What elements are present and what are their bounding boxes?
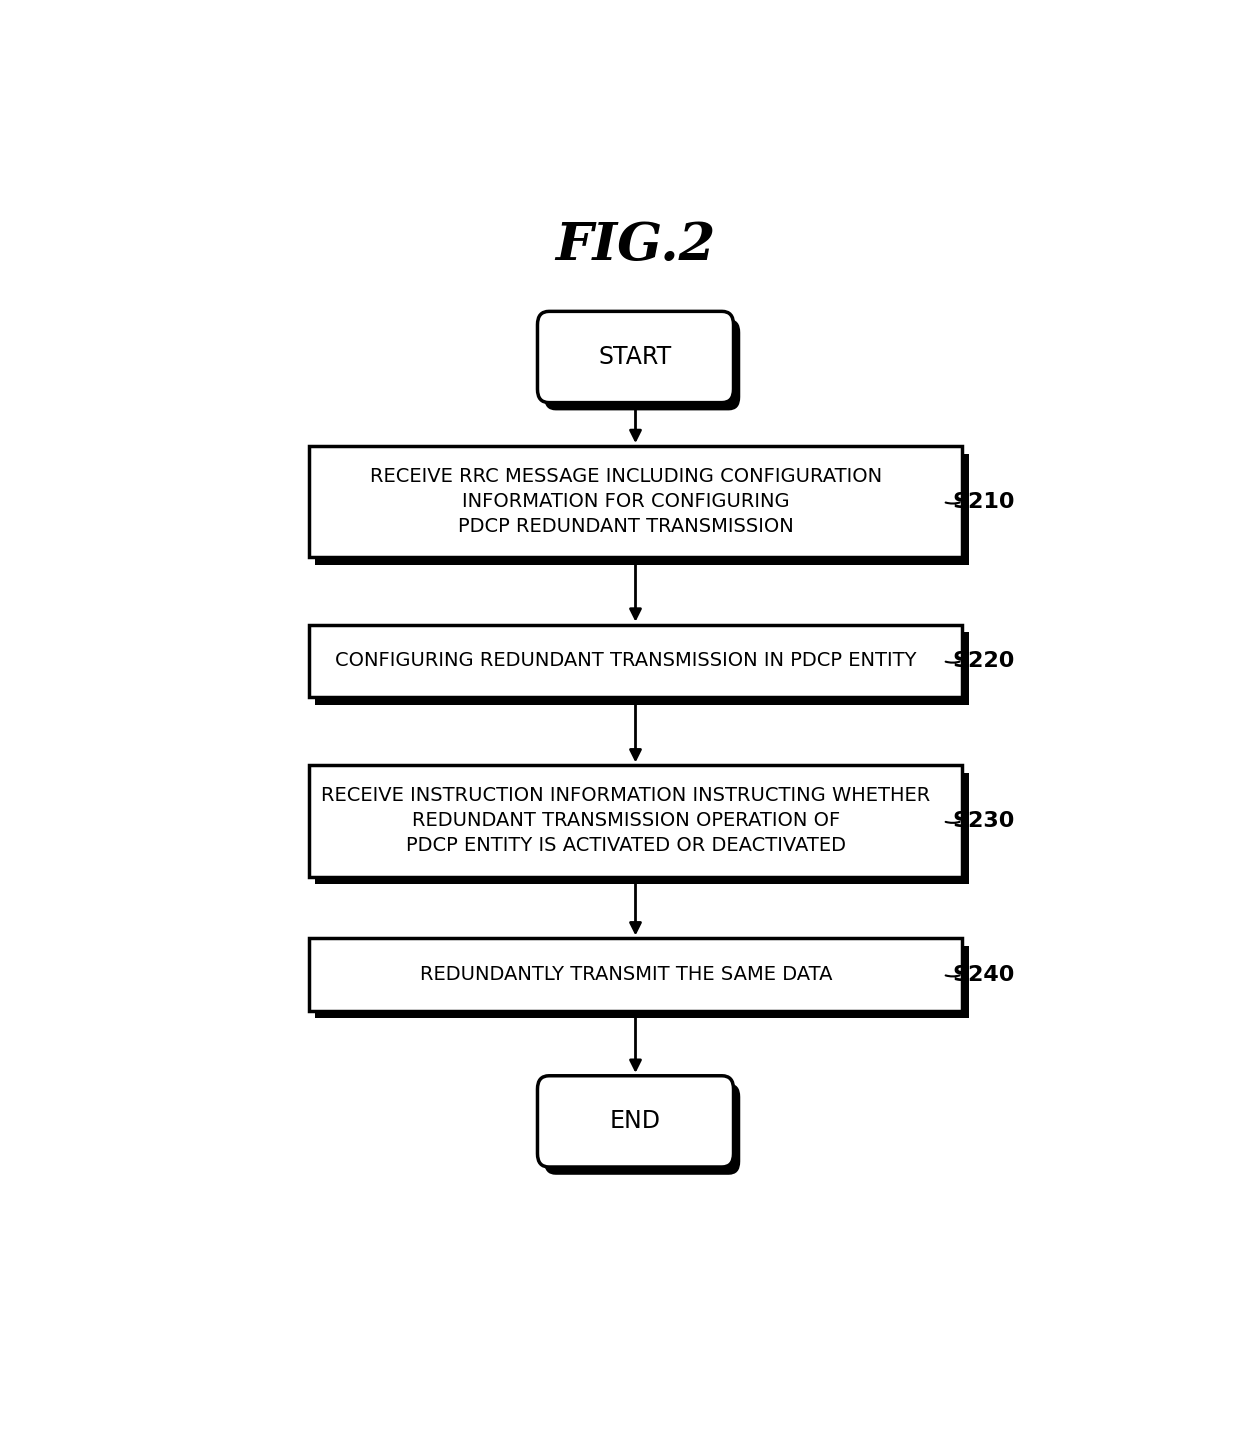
- Bar: [315, 454, 968, 565]
- Bar: [309, 624, 962, 696]
- Text: S210: S210: [952, 491, 1016, 512]
- Bar: [309, 938, 962, 1010]
- Text: RECEIVE RRC MESSAGE INCLUDING CONFIGURATION
INFORMATION FOR CONFIGURING
PDCP RED: RECEIVE RRC MESSAGE INCLUDING CONFIGURAT…: [370, 467, 882, 536]
- Bar: [315, 773, 968, 884]
- FancyBboxPatch shape: [537, 311, 734, 403]
- Text: S220: S220: [952, 650, 1016, 670]
- Text: START: START: [599, 345, 672, 368]
- Bar: [309, 447, 962, 558]
- Bar: [309, 766, 962, 877]
- Text: FIG.2: FIG.2: [556, 220, 715, 272]
- Text: REDUNDANTLY TRANSMIT THE SAME DATA: REDUNDANTLY TRANSMIT THE SAME DATA: [419, 965, 832, 984]
- Text: S230: S230: [952, 811, 1016, 831]
- Text: RECEIVE INSTRUCTION INFORMATION INSTRUCTING WHETHER
REDUNDANT TRANSMISSION OPERA: RECEIVE INSTRUCTION INFORMATION INSTRUCT…: [321, 786, 930, 855]
- FancyBboxPatch shape: [544, 1084, 740, 1175]
- FancyBboxPatch shape: [537, 1075, 734, 1168]
- Text: END: END: [610, 1110, 661, 1133]
- FancyBboxPatch shape: [544, 319, 740, 410]
- Bar: [315, 946, 968, 1019]
- Bar: [315, 633, 968, 705]
- Text: CONFIGURING REDUNDANT TRANSMISSION IN PDCP ENTITY: CONFIGURING REDUNDANT TRANSMISSION IN PD…: [335, 652, 916, 670]
- Text: S240: S240: [952, 964, 1016, 984]
